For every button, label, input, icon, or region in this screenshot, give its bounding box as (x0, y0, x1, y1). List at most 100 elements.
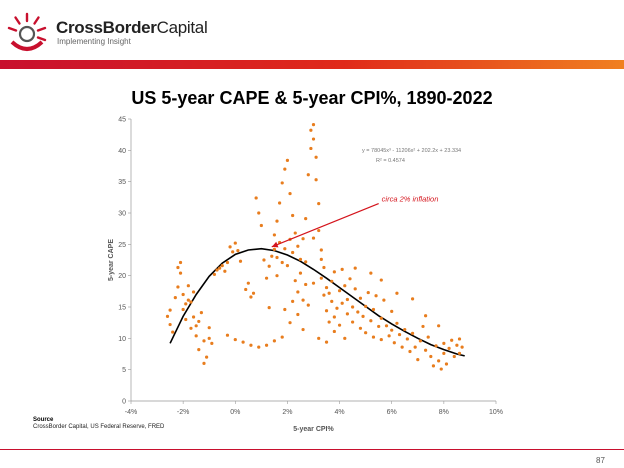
data-point (364, 331, 368, 335)
data-point (395, 321, 399, 325)
data-point (285, 158, 290, 162)
data-point (442, 351, 446, 355)
data-point (168, 322, 172, 327)
annotation-arrowhead (271, 241, 279, 248)
data-point (197, 348, 201, 352)
data-point (335, 306, 339, 310)
data-point (319, 257, 323, 261)
data-point (330, 299, 334, 303)
data-point (319, 248, 323, 252)
data-point (408, 349, 412, 354)
data-point (444, 362, 449, 366)
data-point (254, 196, 258, 200)
data-point (176, 285, 180, 289)
data-point (225, 333, 230, 337)
data-point (233, 241, 237, 245)
data-point (298, 257, 303, 261)
data-point (311, 137, 316, 141)
page-number: 87 (596, 456, 605, 465)
data-point (392, 341, 396, 345)
data-point (460, 345, 464, 349)
y-tick-label: 20 (118, 273, 126, 280)
x-tick-label: 10% (489, 409, 503, 416)
trendline-equation: y = 78045x³ - 11206x² + 202.2x + 23.334 (362, 148, 461, 154)
data-point (288, 321, 292, 325)
data-point (291, 213, 295, 218)
data-point (413, 345, 417, 349)
data-point (186, 284, 190, 288)
data-point (283, 167, 287, 171)
data-point (210, 341, 214, 345)
data-point (455, 343, 459, 347)
annotation-label: circa 2% inflation (382, 195, 439, 204)
data-point (272, 233, 276, 237)
data-point (374, 294, 378, 298)
data-point (314, 178, 318, 182)
data-point (189, 300, 193, 304)
x-tick-label: 8% (439, 409, 449, 416)
data-point (390, 309, 394, 313)
data-point (324, 309, 329, 313)
data-point (171, 330, 175, 334)
data-point (259, 223, 263, 228)
y-tick-label: 5 (122, 367, 126, 374)
data-point (257, 345, 261, 349)
data-point (358, 326, 363, 330)
data-point (218, 266, 222, 270)
data-point (361, 314, 365, 318)
data-point (296, 312, 300, 317)
data-point (421, 324, 425, 329)
data-point (405, 337, 409, 341)
y-axis-title: 5-year CAPE (108, 239, 115, 281)
data-point (220, 264, 224, 268)
data-point (431, 364, 436, 368)
data-point (280, 260, 284, 265)
data-point (324, 285, 329, 290)
data-point (272, 247, 276, 251)
data-point (304, 217, 308, 221)
data-point (309, 146, 313, 151)
data-point (457, 337, 462, 341)
data-point (244, 287, 248, 292)
y-tick-label: 0 (122, 399, 126, 406)
data-point (387, 334, 391, 338)
data-point (249, 295, 253, 299)
data-point (194, 334, 198, 338)
data-point (351, 320, 355, 324)
data-point (296, 244, 300, 248)
data-point (371, 307, 376, 312)
data-point (450, 338, 454, 342)
data-point (403, 327, 407, 332)
x-tick-label: 2% (282, 409, 292, 416)
data-point (345, 297, 349, 302)
data-point (283, 247, 287, 251)
data-point (280, 181, 284, 185)
data-point (223, 269, 227, 273)
data-point (215, 268, 219, 272)
data-point (275, 255, 279, 260)
data-point (410, 331, 415, 335)
header-accent-bar (0, 60, 624, 69)
data-point (382, 298, 386, 302)
data-point (371, 335, 376, 339)
data-point (358, 296, 363, 300)
data-point (298, 271, 303, 275)
data-point (285, 264, 290, 268)
data-point (369, 319, 373, 323)
data-point (184, 302, 188, 306)
data-point (311, 281, 316, 285)
data-point (278, 201, 282, 205)
brand-tagline: Implementing Insight (57, 37, 131, 46)
data-point (202, 339, 206, 343)
data-point (228, 245, 232, 249)
data-point (288, 191, 292, 196)
data-point (306, 303, 310, 307)
data-point (168, 308, 172, 312)
annotation-arrow (271, 203, 379, 248)
data-point (353, 287, 357, 291)
data-point (319, 276, 323, 280)
data-point (178, 271, 183, 275)
data-point (251, 291, 256, 295)
data-point (207, 326, 211, 330)
data-point (212, 272, 217, 277)
